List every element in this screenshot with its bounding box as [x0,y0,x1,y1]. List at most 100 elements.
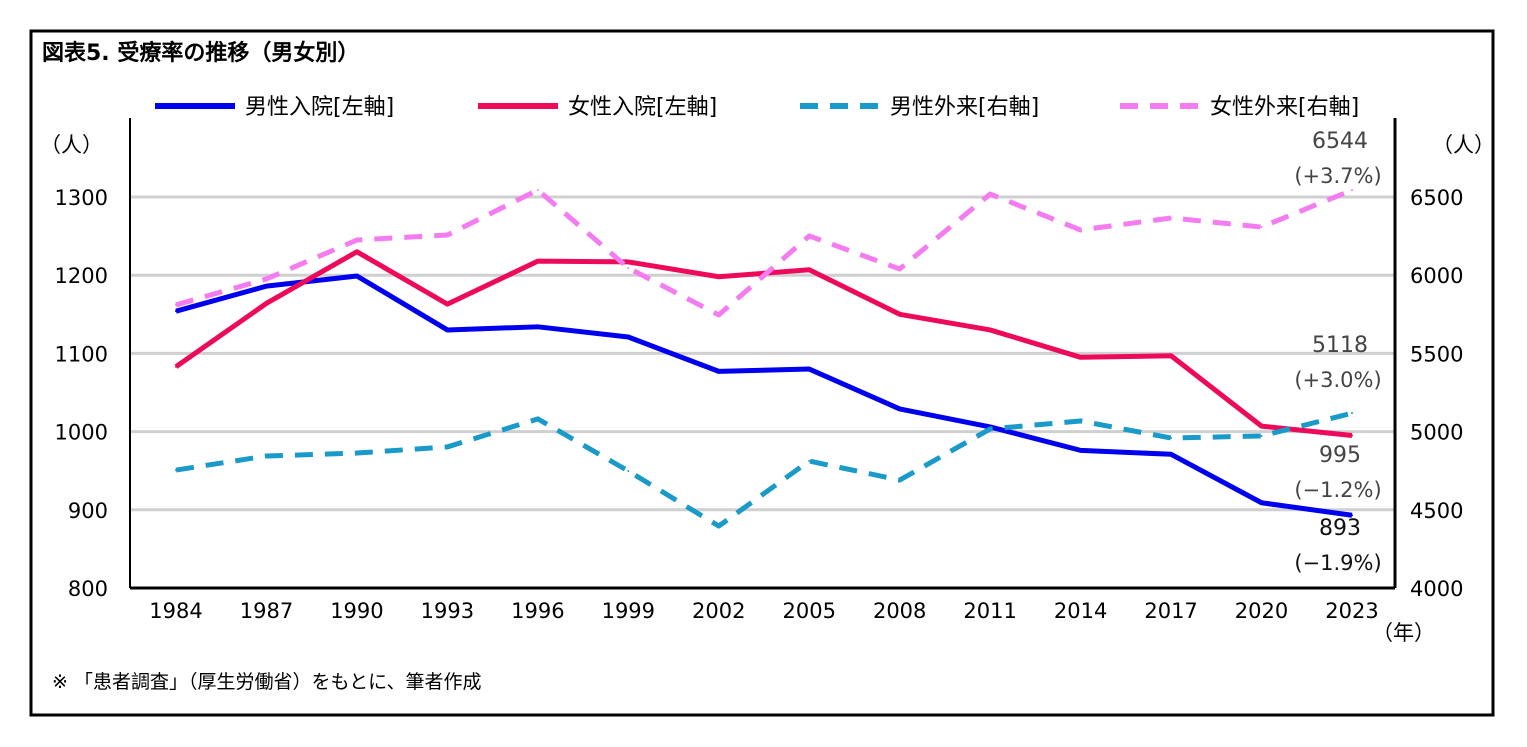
x-tick: 2002 [692,599,745,623]
x-tick: 2011 [963,599,1016,623]
data-point [989,328,992,331]
y-unit-left: （人） [40,133,103,157]
x-tick: 2014 [1054,599,1107,623]
data-point [627,335,630,338]
data-point [446,445,449,448]
data-point [536,260,539,263]
data-point [627,260,630,263]
y-tick-right: 6500 [1410,186,1463,210]
data-point [265,277,268,280]
data-point [536,417,539,420]
data-point [265,285,268,288]
source-note: ※ 「患者調査」（厚生労働省）をもとに、筆者作成 [52,671,482,693]
data-point [536,188,539,191]
end-value-label: 5118 [1312,333,1368,358]
x-tick: 1993 [421,599,474,623]
data-point [265,454,268,457]
x-tick: 2005 [783,599,836,623]
data-point [175,365,177,368]
data-point [1170,453,1173,456]
data-point [898,407,901,410]
x-unit: （年） [1372,621,1435,645]
data-point [1351,189,1353,192]
data-point [1351,412,1353,415]
x-tick: 2023 [1325,599,1378,623]
x-tick: 1987 [240,599,293,623]
x-tick: 1996 [511,599,564,623]
series-line [175,187,1353,318]
end-change-label: (−1.9%) [1294,551,1381,575]
legend-label: 男性入院[左軸] [245,95,394,120]
data-point [627,470,630,473]
legend-label: 女性入院[左軸] [568,95,717,120]
end-change-label: (−1.2%) [1294,478,1381,502]
y-tick-left: 1000 [55,421,108,445]
data-point [717,370,720,373]
y-tick-left: 1200 [55,264,108,288]
data-point [175,469,177,472]
y-tick-right: 4500 [1410,499,1463,523]
end-change-label: (+3.0%) [1294,368,1381,392]
data-point [989,427,992,430]
y-tick-left: 1300 [55,186,108,210]
end-value-label: 893 [1319,516,1361,541]
y-tick-right: 4000 [1410,577,1463,601]
data-point [1170,437,1173,440]
end-value-label: 6544 [1312,129,1368,154]
data-point [717,313,720,316]
data-point [898,479,901,482]
legend-label: 女性外来[右軸] [1210,95,1359,120]
data-point [717,525,720,528]
data-point [808,460,811,463]
data-point [898,267,901,270]
y-tick-right: 5000 [1410,421,1463,445]
data-point [898,313,901,316]
x-tick: 1990 [330,599,383,623]
data-point [989,193,992,196]
x-tick: 2017 [1144,599,1197,623]
data-point [808,234,811,237]
y-tick-left: 900 [68,499,108,523]
chart-title: 図表5. 受療率の推移（男女別） [42,40,359,66]
y-tick-right: 5500 [1410,342,1463,366]
x-tick: 1984 [149,599,202,623]
y-tick-left: 800 [68,577,108,601]
data-point [1260,501,1263,504]
data-point [446,303,449,306]
y-tick-left: 1100 [55,342,108,366]
data-point [1260,434,1263,437]
data-point [808,268,811,271]
data-point [1079,419,1082,422]
data-point [1351,514,1353,517]
data-point [717,275,720,278]
x-tick: 1999 [602,599,655,623]
data-point [355,274,358,277]
x-tick: 2020 [1235,599,1288,623]
figure-border [29,29,1495,717]
data-point [1170,354,1173,357]
data-point [175,310,177,313]
data-point [355,452,358,455]
y-tick-right: 6000 [1410,264,1463,288]
data-point [175,303,177,306]
legend-label: 男性外来[右軸] [890,95,1039,120]
data-point [1079,356,1082,359]
data-point [808,368,811,371]
data-point [446,328,449,331]
data-point [446,234,449,237]
y-unit-right: （人） [1432,133,1495,157]
end-change-label: (+3.7%) [1294,164,1381,188]
data-point [265,302,268,305]
data-point [355,239,358,242]
data-point [355,250,358,253]
data-point [1260,425,1263,428]
data-point [536,325,539,328]
series-line [175,273,1353,518]
data-point [1170,216,1173,219]
data-point [1079,229,1082,232]
data-point [627,267,630,270]
end-value-label: 995 [1319,443,1361,468]
series-line [175,410,1353,529]
